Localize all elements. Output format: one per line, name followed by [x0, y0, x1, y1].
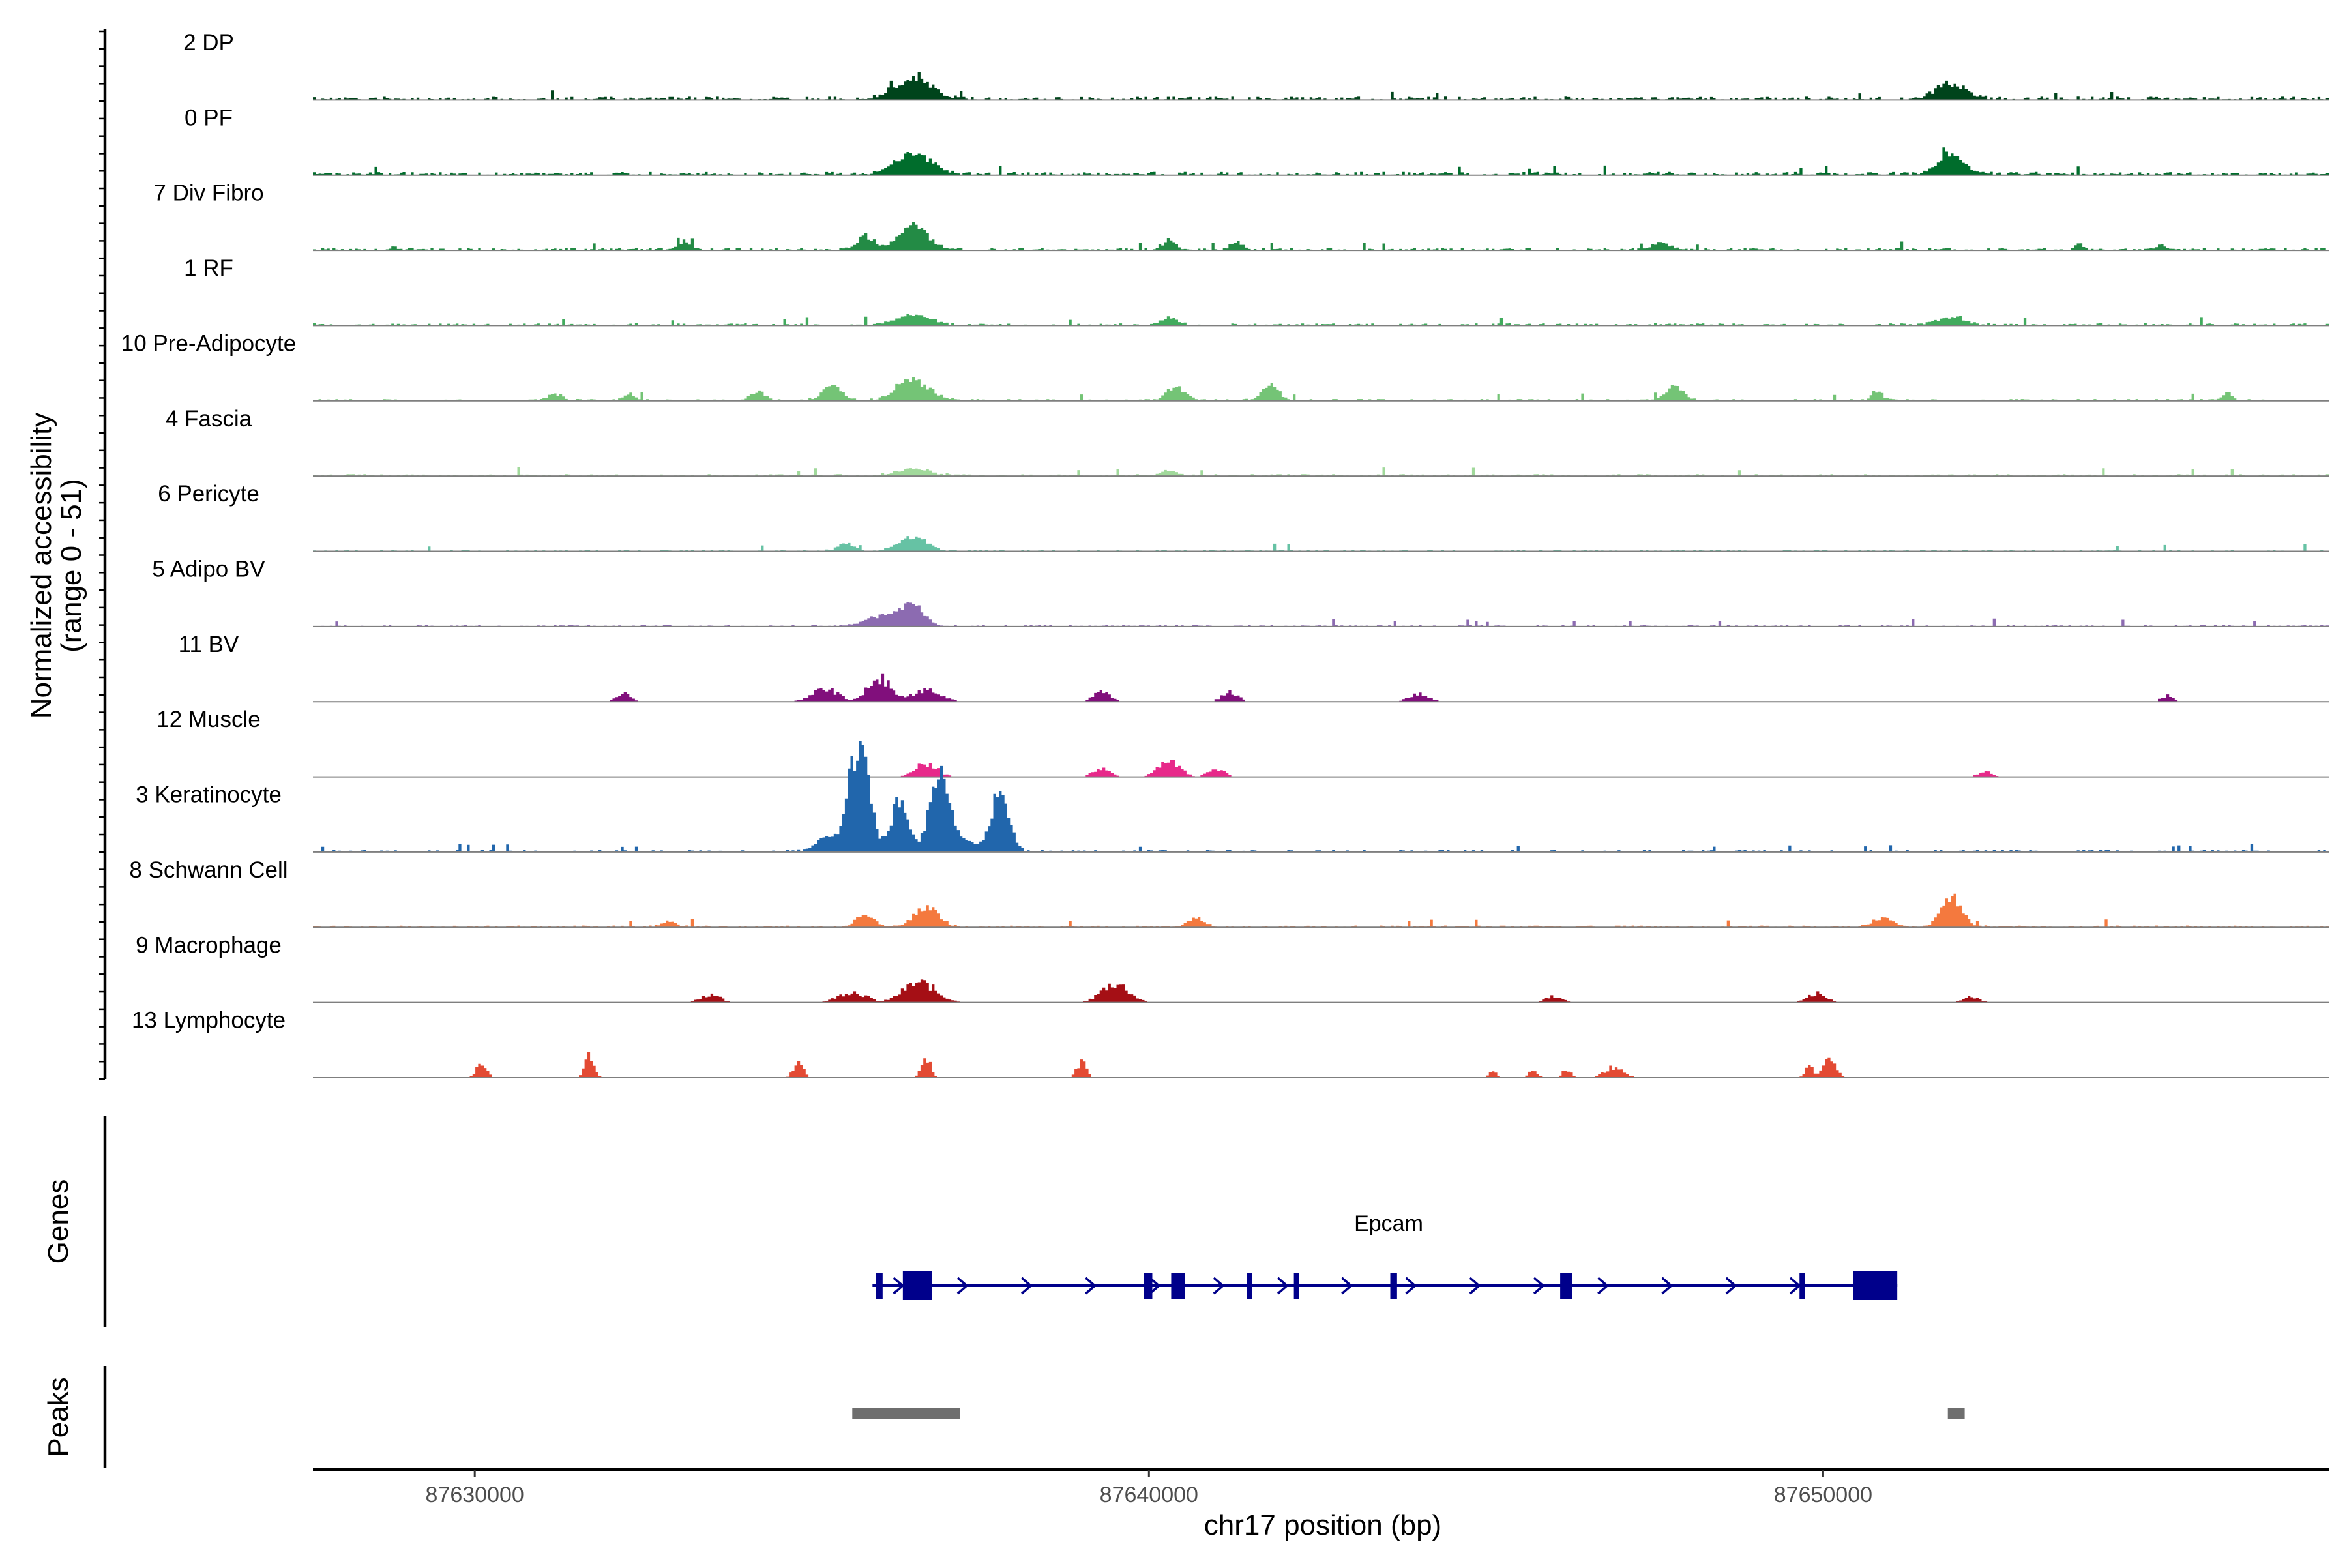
gene-strand-arrow	[1661, 1277, 1674, 1295]
coverage-track: 0 PF	[185, 105, 2329, 176]
gene-strand-arrow	[1020, 1277, 1033, 1295]
coverage-track-signal	[313, 602, 2329, 627]
gene-strand-arrow	[1789, 1277, 1801, 1295]
coverage-track-label: 8 Schwann Cell	[129, 857, 288, 883]
coverage-track-signal	[313, 760, 2329, 777]
coverage-track: 4 Fascia	[166, 406, 2329, 477]
gene-exon	[1390, 1273, 1397, 1299]
coverage-track-signal	[313, 467, 2329, 477]
coverage-track-signal	[313, 536, 2329, 552]
coverage-y-label-range: (range 0 - 51)	[55, 479, 87, 653]
coverage-track-label: 4 Fascia	[166, 406, 252, 432]
gene-exon	[1171, 1273, 1185, 1299]
gene-exon	[1853, 1271, 1898, 1300]
gene-exon	[902, 1271, 932, 1300]
gene-strand-arrow	[1597, 1277, 1609, 1295]
gene-strand-arrow	[893, 1277, 905, 1295]
coverage-track: 7 Div Fibro	[153, 181, 2329, 252]
coverage-track-signal	[313, 314, 2329, 326]
peaks-y-label: Peaks	[42, 1377, 74, 1457]
gene-strand-arrow	[1533, 1277, 1545, 1295]
coverage-track-label: 12 Muscle	[156, 707, 261, 732]
gene-exon	[1144, 1273, 1153, 1299]
coverage-track-signal	[313, 673, 2329, 702]
coverage-track: 8 Schwann Cell	[129, 857, 2329, 928]
gene-name-label: Epcam	[1354, 1211, 1423, 1236]
x-axis-tick-label: 87630000	[426, 1483, 524, 1507]
coverage-track-label: 13 Lymphocyte	[132, 1008, 286, 1033]
gene-strand-arrow	[1213, 1277, 1225, 1295]
coverage-track: 10 Pre-Adipocyte	[121, 331, 2329, 402]
gene-strand-arrow	[1149, 1277, 1161, 1295]
coverage-track-label: 1 RF	[184, 256, 233, 281]
coverage-track-label: 3 Keratinocyte	[136, 782, 282, 808]
gene-strand-arrow	[1085, 1277, 1097, 1295]
coverage-track-signal	[313, 377, 2329, 401]
coverage-track: 2 DP	[183, 30, 2329, 101]
gene-strand-arrow	[1469, 1277, 1481, 1295]
coverage-track-label: 7 Div Fibro	[153, 181, 263, 206]
coverage-track-label: 2 DP	[183, 30, 234, 55]
coverage-track: 6 Pericyte	[158, 481, 2329, 552]
coverage-y-label-group: Normalized accessibility(range 0 - 51)	[25, 413, 87, 718]
gene-exon	[876, 1273, 883, 1299]
gene-exon	[1799, 1273, 1805, 1299]
x-axis-label: chr17 position (bp)	[1204, 1509, 1441, 1541]
gene-strand-arrow	[1405, 1277, 1417, 1295]
gene-exon	[1293, 1273, 1299, 1299]
peak-region	[1947, 1408, 1965, 1419]
gene-exon	[1560, 1273, 1572, 1299]
genes-y-label: Genes	[42, 1179, 74, 1264]
gene-exon	[1247, 1273, 1252, 1299]
gene-strand-arrow	[956, 1277, 969, 1295]
coverage-track: 9 Macrophage	[136, 932, 2329, 1003]
coverage-track-label: 5 Adipo BV	[152, 557, 265, 582]
coverage-track-signal	[313, 147, 2329, 175]
gene-strand-arrow	[1341, 1277, 1353, 1295]
coverage-track: 3 Keratinocyte	[136, 741, 2329, 853]
coverage-track: 13 Lymphocyte	[132, 1008, 2329, 1078]
peak-region	[852, 1408, 960, 1419]
coverage-y-label: Normalized accessibility	[25, 413, 57, 718]
coverage-track-signal	[313, 222, 2329, 251]
x-axis-tick-label: 87640000	[1100, 1483, 1198, 1507]
coverage-track: 11 BV	[179, 632, 2329, 703]
coverage-track-signal	[313, 72, 2329, 100]
coverage-track-label: 6 Pericyte	[158, 481, 259, 507]
coverage-track-label: 9 Macrophage	[136, 932, 282, 958]
coverage-track-label: 11 BV	[179, 632, 239, 657]
coverage-track: 5 Adipo BV	[152, 557, 2329, 627]
coverage-track: 1 RF	[184, 256, 2329, 327]
coverage-track: 12 Muscle	[156, 707, 2329, 778]
coverage-track-signal	[313, 741, 2329, 852]
gene-model: Epcam	[872, 1211, 1898, 1300]
gene-strand-arrow	[1725, 1277, 1737, 1295]
coverage-track-signal	[313, 979, 2329, 1003]
coverage-track-signal	[313, 893, 2329, 928]
coverage-track-label: 10 Pre-Adipocyte	[121, 331, 296, 356]
coverage-track-label: 0 PF	[185, 105, 233, 130]
gene-strand-arrow	[1277, 1277, 1289, 1295]
x-axis-tick-label: 87650000	[1774, 1483, 1872, 1507]
coverage-track-signal	[313, 1052, 2329, 1078]
